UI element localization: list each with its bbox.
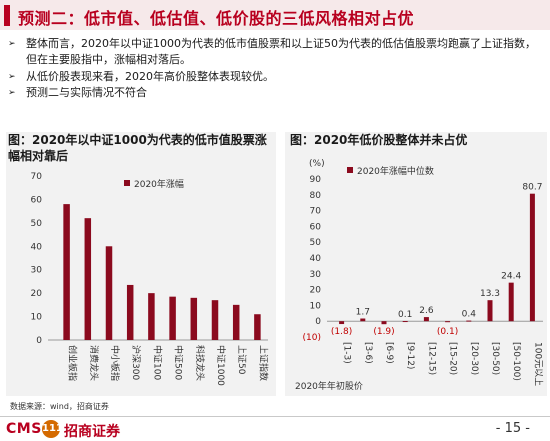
x-tick-label: [15-20) <box>448 342 458 375</box>
legend-label: 2020年涨幅中位数 <box>357 165 434 177</box>
bar-3 <box>105 246 113 340</box>
data-label: 1.7 <box>356 308 370 318</box>
data-label: 0.4 <box>462 310 477 320</box>
bar-8 <box>211 300 219 340</box>
title-bar <box>0 0 550 30</box>
x-tick-label: 创业板指 <box>67 345 79 381</box>
left-chart-title: 图：2020年以中证1000为代表的低市值股票涨幅相对靠后 <box>8 133 267 163</box>
x-tick-label: [50-100) <box>511 342 521 381</box>
x-tick-label: [6-9) <box>384 342 394 364</box>
y-tick-label: 30 <box>310 270 322 280</box>
bar-7 <box>190 297 198 340</box>
data-label: (1.8) <box>331 327 352 337</box>
y-tick-label: 0 <box>36 336 42 346</box>
left-chart-panel <box>6 132 276 396</box>
bullet-arrow-icon: ➢ <box>8 72 16 82</box>
y-tick-label: 20 <box>31 289 43 299</box>
legend-swatch <box>124 180 130 186</box>
x-axis-title: 2020年年初股价 <box>295 380 363 392</box>
x-tick-label: 中证100 <box>151 345 163 380</box>
y-tick-label: (10) <box>303 333 321 343</box>
bar-9 <box>232 304 240 340</box>
y-tick-label: 70 <box>310 207 322 217</box>
bar-2 <box>84 218 92 340</box>
bar-3 <box>381 321 387 325</box>
right-chart-title: 图：2020年低价股整体并未占优 <box>290 133 468 147</box>
x-tick-label: 中小板指 <box>109 345 121 381</box>
y-tick-label: 90 <box>310 175 322 185</box>
x-tick-label: 上证指数 <box>257 345 269 381</box>
x-tick-label: 100元以上 <box>532 342 543 386</box>
x-tick-label: 科技龙头 <box>194 345 206 381</box>
y-unit-label: (%) <box>309 159 325 169</box>
y-tick-label: 80 <box>310 191 322 201</box>
bullet-text: 预测二与实际情况不符合 <box>26 86 147 99</box>
bullet-text: 整体而言，2020年以中证1000为代表的低市值股票和以上证50为代表的低估值股… <box>26 37 536 66</box>
data-label: (1.9) <box>373 327 394 337</box>
x-tick-label: 沪深300 <box>130 345 142 380</box>
legend-swatch <box>347 167 353 173</box>
y-tick-label: 10 <box>31 313 43 323</box>
x-tick-label: 中证1000 <box>215 345 227 386</box>
x-tick-label: 消费龙头 <box>88 345 100 381</box>
data-label: 0.1 <box>398 310 412 320</box>
y-tick-label: 10 <box>310 301 322 311</box>
bar-1 <box>63 204 70 340</box>
data-source-note: 数据来源：wind，招商证券 <box>10 402 109 411</box>
bar-6 <box>445 321 451 323</box>
bar-5 <box>148 293 155 340</box>
x-tick-label: [30-50) <box>490 342 500 375</box>
cms-logo-chinese: 招商证券 <box>64 424 120 440</box>
bar-10 <box>254 314 261 340</box>
y-tick-label: 70 <box>31 172 43 182</box>
bar-6 <box>169 296 176 340</box>
x-tick-label: [12-15) <box>426 342 436 375</box>
x-tick-label: [3-6) <box>363 342 373 364</box>
y-tick-label: 40 <box>31 242 43 252</box>
y-tick-label: 50 <box>310 238 322 248</box>
bar-4 <box>402 321 408 323</box>
bar-1 <box>339 321 345 325</box>
bar-8 <box>487 300 493 322</box>
page-number: - 15 - <box>495 421 530 436</box>
slide-title: 预测二：低市值、低估值、低价股的三低风格相对占优 <box>18 9 415 28</box>
y-tick-label: 60 <box>310 222 322 232</box>
y-tick-label: 50 <box>31 219 43 229</box>
footer-divider <box>0 416 550 417</box>
x-tick-label: [9-12) <box>405 342 415 369</box>
y-tick-label: 60 <box>31 195 43 205</box>
data-label: 2.6 <box>419 306 434 316</box>
bar-5 <box>423 317 429 322</box>
right-chart-panel <box>285 132 547 396</box>
bar-4 <box>126 284 134 340</box>
bar-9 <box>508 282 514 322</box>
cms-logo-badge-icon: 111 <box>42 420 63 438</box>
bar-7 <box>466 320 472 322</box>
x-tick-label: [20-30) <box>469 342 479 375</box>
data-label: 13.3 <box>480 289 500 299</box>
bar-10 <box>529 193 535 322</box>
x-tick-label: 中证500 <box>173 345 185 380</box>
legend-label: 2020年涨幅 <box>134 178 184 190</box>
bullet-arrow-icon: ➢ <box>8 88 16 98</box>
y-tick-label: 20 <box>310 286 322 296</box>
data-label: (0.1) <box>437 327 458 337</box>
bar-2 <box>360 318 366 322</box>
data-label: 24.4 <box>501 272 521 282</box>
y-tick-label: 0 <box>315 317 321 327</box>
data-label: 80.7 <box>522 183 542 193</box>
cms-logo-text: CMS <box>6 421 42 437</box>
bullet-arrow-icon: ➢ <box>8 39 16 49</box>
right-bar-chart: (%) (10) 0 10 20 30 40 50 60 70 80 90 (1.8) [1-3) 1.7 [… <box>295 159 543 392</box>
y-tick-label: 30 <box>31 266 43 276</box>
bullet-text: 从低价股表现来看，2020年高价股整体表现较优。 <box>26 70 274 83</box>
left-bar-chart: 0 10 20 30 40 50 60 70 创业板指 消费龙头 中小板指 沪深300 中证100 中证5… <box>31 172 270 386</box>
x-tick-label: 上证50 <box>236 345 247 375</box>
title-accent-bar <box>4 5 10 26</box>
x-tick-label: [1-3) <box>342 342 352 364</box>
y-tick-label: 40 <box>310 254 322 264</box>
